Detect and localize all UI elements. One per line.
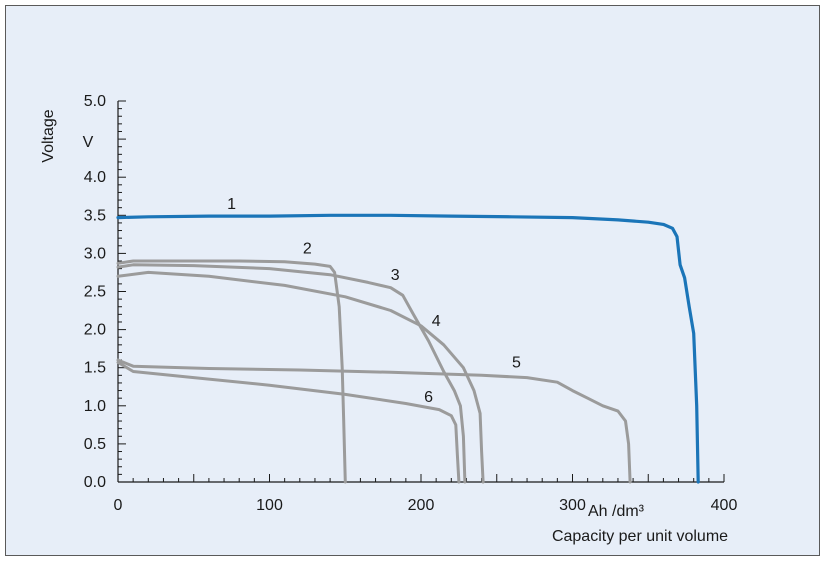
series-line-2 <box>116 259 347 484</box>
series-line-3 <box>116 263 467 484</box>
x-tick-label: 0 <box>114 497 123 514</box>
y-tick-label: 0.5 <box>84 436 106 453</box>
series-labels: 1 2 3 4 5 6 <box>227 196 521 406</box>
y-tick-label: 2.0 <box>84 322 106 339</box>
y-tick-label: 4.0 <box>84 169 106 186</box>
series-line-1 <box>116 213 700 484</box>
x-axis-unit: Ah /dm³ <box>588 503 645 520</box>
series-label-5: 5 <box>512 355 521 372</box>
series-label-6: 6 <box>424 389 433 406</box>
x-ticks: 0 100 200 300 400 <box>114 497 738 514</box>
voltage-capacity-chart: 0.00.51.01.52.02.53.03.54.05.0 0 100 200 30… <box>40 93 738 545</box>
series-line-4 <box>116 270 485 484</box>
x-tick-label: 400 <box>711 497 738 514</box>
x-axis-title: Capacity per unit volume <box>552 528 728 545</box>
y-ticks: 0.0 0.5 1.0 1.5 2.0 2.5 3.0 3.5 4.0 5.0 <box>84 93 106 491</box>
series-line-5 <box>116 358 632 484</box>
x-tick-label: 200 <box>408 497 435 514</box>
y-tick-label: 0.0 <box>84 474 106 491</box>
y-tick-label: 3.5 <box>84 207 106 224</box>
y-axis-title: Voltage <box>40 109 57 162</box>
y-tick-label: 3.0 <box>84 245 106 262</box>
y-tick-label: 1.5 <box>84 360 106 377</box>
x-tick-label: 100 <box>256 497 283 514</box>
y-tick-label: 1.0 <box>84 398 106 415</box>
chart-frame: 0.0 0.5 1.0 1.5 2.0 2.5 3.0 3.5 4.0 5.0 0 100 200 30… <box>5 5 820 556</box>
x-tick-label: 300 <box>559 497 586 514</box>
y-tick-label: 2.5 <box>84 284 106 301</box>
minor-ticks <box>117 100 725 483</box>
series-label-3: 3 <box>391 267 400 284</box>
series-group <box>116 213 700 484</box>
y-axis-unit: V <box>83 134 94 151</box>
series-label-2: 2 <box>303 240 312 257</box>
series-line-6 <box>116 360 461 484</box>
axes: 0.00.51.01.52.02.53.03.54.05.0 0 100 200 30… <box>84 93 738 514</box>
y-tick-label: 5.0 <box>84 93 106 110</box>
series-label-1: 1 <box>227 196 236 213</box>
series-label-4: 4 <box>432 313 441 330</box>
